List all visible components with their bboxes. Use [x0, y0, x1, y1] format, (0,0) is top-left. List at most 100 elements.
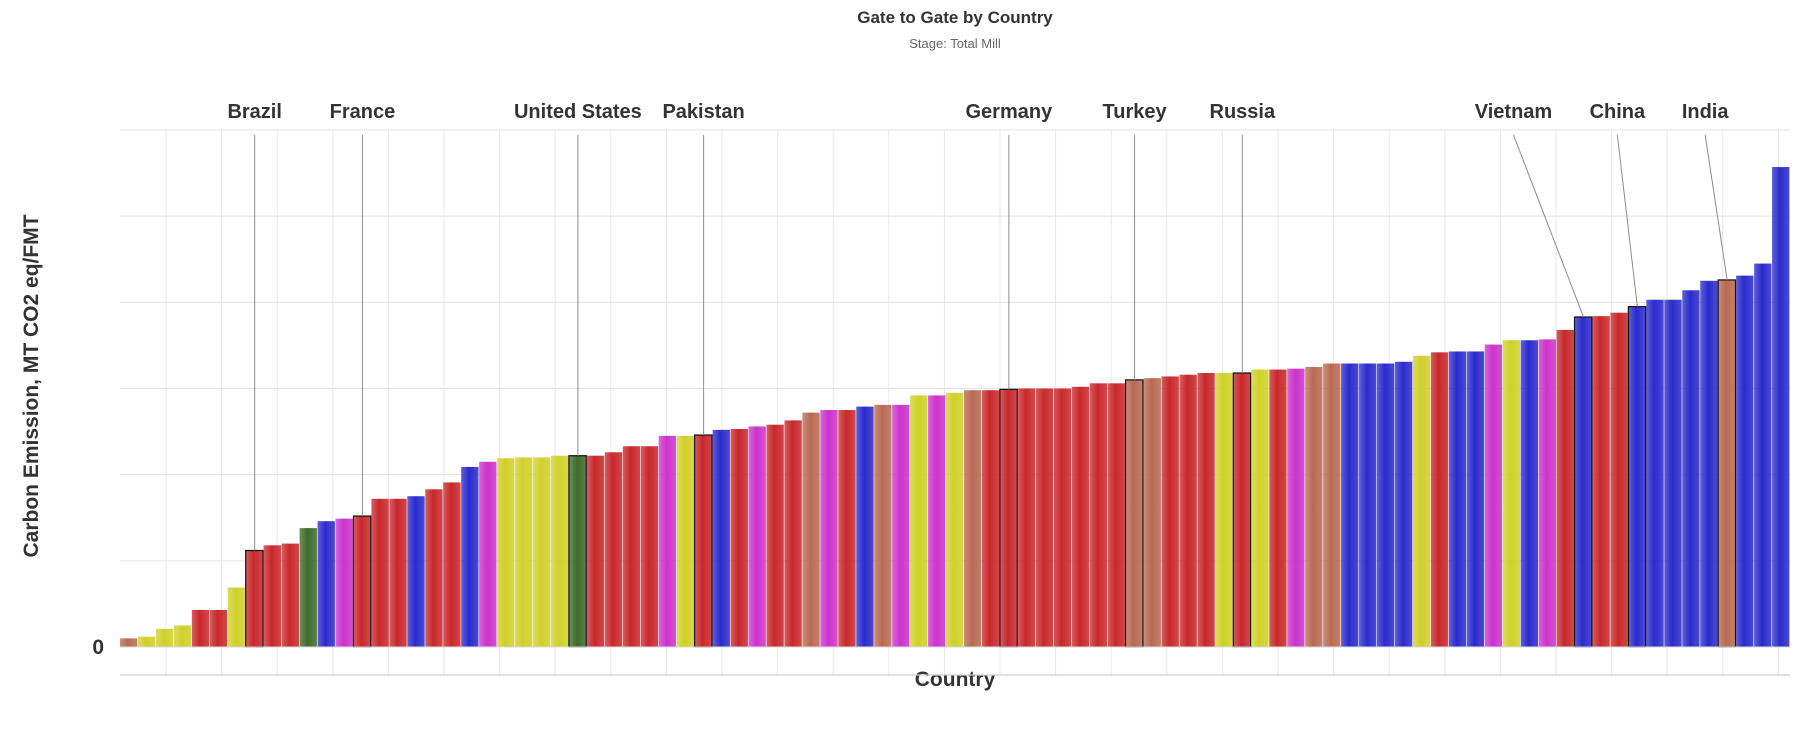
bar: [1323, 363, 1341, 647]
bar: [838, 410, 856, 647]
bar: [1682, 290, 1700, 647]
bar: [963, 390, 982, 647]
bar: [910, 395, 928, 647]
bar: [1143, 378, 1161, 647]
bar: [1646, 299, 1664, 647]
bar: [999, 388, 1018, 648]
bar: [227, 587, 246, 647]
bar: [1448, 351, 1467, 647]
bar: [1430, 352, 1449, 647]
bar: [1232, 372, 1252, 648]
x-axis-label: Country: [914, 668, 996, 691]
annotation-vietnam: Vietnam: [1475, 101, 1552, 123]
bar: [981, 390, 1000, 647]
bar: [1071, 386, 1090, 647]
bar: [335, 518, 353, 647]
annotation-line-china: [1616, 134, 1638, 307]
bar: [1520, 340, 1539, 647]
bar: [874, 404, 892, 647]
bar: [515, 457, 533, 647]
bar: [371, 498, 389, 647]
bar: [928, 395, 946, 647]
bar: [1305, 366, 1323, 647]
bar: [1053, 388, 1072, 647]
bar: [1772, 167, 1790, 648]
annotation-turkey: Turkey: [1103, 101, 1168, 123]
bar: [820, 410, 838, 647]
bar: [568, 455, 587, 648]
bar: [640, 446, 659, 647]
bar: [173, 625, 192, 647]
bar: [622, 446, 641, 647]
bar: [497, 458, 515, 647]
bar: [1556, 329, 1574, 647]
bar: [1717, 279, 1737, 648]
bar: [712, 429, 730, 647]
bar: [1610, 312, 1628, 647]
annotation-india: India: [1682, 101, 1730, 123]
annotation-russia: Russia: [1210, 101, 1276, 123]
annotation-line-india: [1704, 134, 1728, 281]
annotations: Brazil France United States Pakistan Germany…: [227, 101, 1730, 551]
bar: [802, 412, 820, 647]
bar: [1287, 368, 1305, 647]
bar: [461, 466, 479, 647]
bar: [1412, 355, 1431, 647]
bar: [1089, 383, 1108, 647]
bar: [1251, 369, 1269, 647]
bar: [784, 420, 802, 647]
bar: [1197, 372, 1215, 647]
annotation-france: France: [330, 101, 396, 123]
chart-title: Gate to Gate by Country: [857, 8, 1053, 27]
bar: [1754, 263, 1772, 647]
bar: [550, 455, 569, 647]
bar: [155, 628, 174, 647]
annotation-pakistan: Pakistan: [662, 101, 744, 123]
bar: [856, 406, 874, 647]
bar: [1341, 363, 1359, 647]
bar: [209, 609, 228, 647]
annotation-line-vietnam: [1513, 134, 1584, 318]
bar: [1215, 372, 1233, 647]
bar: [1179, 374, 1197, 647]
bar: [1035, 388, 1054, 647]
bar: [1573, 316, 1593, 648]
bar: [281, 543, 299, 647]
bar: [533, 457, 551, 647]
bar: [1376, 363, 1395, 647]
bar: [263, 545, 282, 647]
bar: [1359, 363, 1377, 647]
bar: [586, 455, 605, 647]
bar: [694, 434, 713, 648]
bar: [730, 429, 748, 647]
bar: [946, 392, 964, 647]
axes: 0: [92, 636, 1790, 676]
bar: [1269, 369, 1287, 647]
bar: [245, 549, 264, 648]
bar: [479, 461, 497, 647]
annotation-brazil: Brazil: [227, 101, 281, 123]
bar: [658, 435, 677, 647]
bar: [317, 521, 335, 647]
bar: [137, 636, 156, 647]
bar: [1466, 351, 1485, 647]
bar: [766, 424, 784, 647]
bar: [1664, 299, 1682, 647]
bars: [120, 167, 1790, 648]
bar: [1017, 388, 1036, 647]
annotation-germany: Germany: [966, 101, 1054, 123]
bar: [443, 482, 461, 647]
annotation-china: China: [1590, 101, 1646, 123]
bar: [120, 638, 138, 647]
bar: [407, 496, 425, 647]
bar: [299, 528, 317, 647]
bar: [1484, 344, 1503, 647]
bar: [425, 489, 443, 647]
bar: [604, 452, 623, 647]
annotation-united-states: United States: [514, 101, 642, 123]
bar: [191, 609, 210, 647]
bar: [1394, 361, 1413, 647]
y-tick-label: 0: [92, 636, 104, 659]
bar: [389, 498, 407, 647]
